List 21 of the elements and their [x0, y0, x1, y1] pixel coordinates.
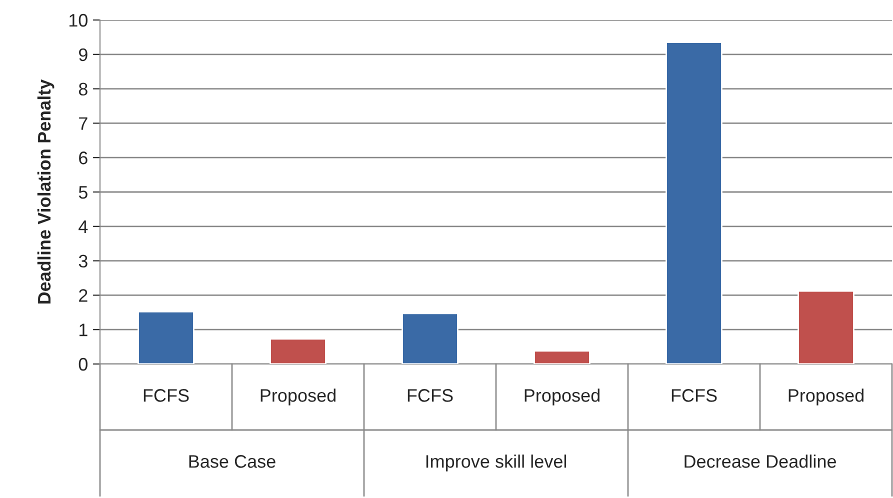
x-tick-label: FCFS: [672, 389, 717, 402]
y-tick-label: 10: [69, 14, 88, 27]
x-tick-label: FCFS: [144, 389, 189, 402]
y-tick-label: 6: [79, 152, 88, 164]
y-tick-label: 0: [78, 358, 88, 371]
text: Decrease Deadline: [684, 454, 836, 468]
x-tick-label: Proposed: [788, 388, 864, 406]
text: Base Case: [189, 455, 276, 468]
y-tick-label: 2: [79, 289, 88, 302]
y-tick-label: 7: [79, 117, 88, 130]
x-tick-label: FCFS: [408, 389, 453, 402]
y-tick-label: 8: [78, 82, 88, 96]
text: Improve skill level: [426, 454, 566, 472]
x-tick-label: Proposed: [260, 388, 336, 406]
y-tick-label: 5: [78, 186, 88, 199]
x-tick-label: Proposed: [524, 388, 600, 406]
y-tick-label: 4: [78, 220, 88, 233]
y-axis-title: Deadline Violation Penalty: [37, 79, 54, 304]
y-tick-label: 1: [80, 324, 88, 336]
y-tick-label: 9: [79, 48, 88, 62]
y-tick-label: 3: [78, 254, 88, 268]
